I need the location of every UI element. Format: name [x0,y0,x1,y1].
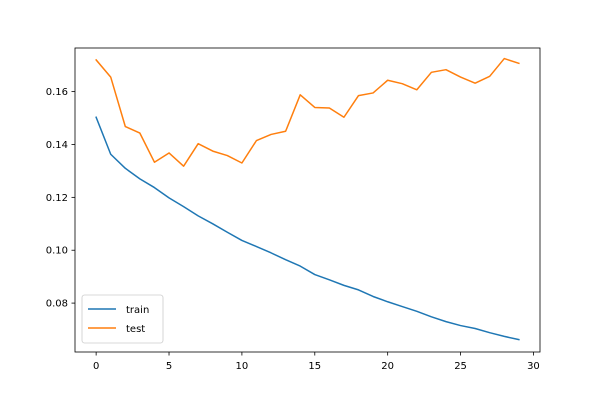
x-tick-label: 5 [166,361,172,372]
x-tick-label: 15 [308,361,321,372]
y-tick-label: 0.12 [46,193,68,204]
legend: train test [81,294,164,344]
legend-label-train: train [126,305,149,316]
series-line-test [95,57,520,167]
axes-frame [74,47,541,353]
x-tick-label: 20 [381,361,394,372]
series-line-train [95,116,520,341]
x-tick-label: 10 [236,361,249,372]
y-tick-label: 0.08 [46,299,68,310]
y-tick-label: 0.16 [46,87,68,98]
y-tick-label: 0.14 [46,140,68,151]
plot-area [95,57,520,341]
x-tick-label: 30 [527,361,540,372]
x-tick-label: 25 [454,361,467,372]
legend-label-test: test [126,324,145,335]
legend-box [81,294,164,344]
axis-ticks: 0 5 10 15 20 25 30 0.08 0.10 0.12 0.14 0.16 [46,87,540,372]
y-tick-label: 0.10 [46,246,68,257]
x-tick-label: 0 [93,361,99,372]
